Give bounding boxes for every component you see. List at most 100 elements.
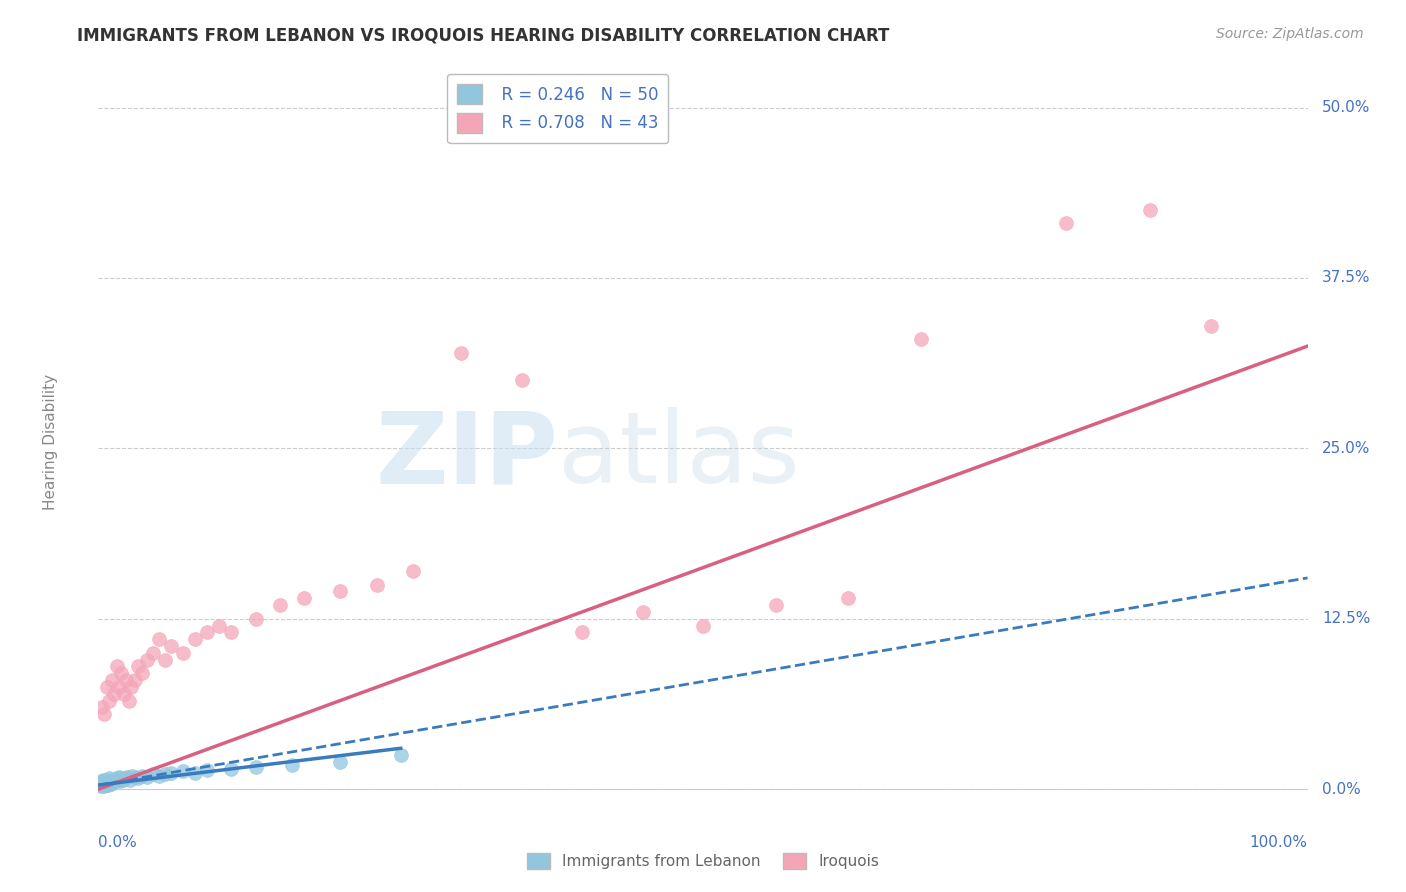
Text: 12.5%: 12.5%	[1322, 611, 1371, 626]
Point	[153, 767, 176, 781]
Point	[100, 774, 122, 789]
Point	[195, 625, 218, 640]
Point	[108, 770, 131, 784]
Point	[131, 768, 153, 782]
Point	[389, 748, 412, 763]
Point	[93, 780, 115, 794]
Point	[127, 771, 149, 785]
Point	[108, 774, 131, 789]
Point	[910, 332, 932, 346]
Point	[91, 777, 114, 791]
Point	[96, 772, 118, 787]
Text: 0.0%: 0.0%	[98, 835, 138, 850]
Point	[100, 772, 122, 787]
Point	[100, 673, 122, 687]
Text: Source: ZipAtlas.com: Source: ZipAtlas.com	[1216, 27, 1364, 41]
Text: 37.5%: 37.5%	[1322, 270, 1371, 285]
Point	[221, 762, 243, 776]
Text: IMMIGRANTS FROM LEBANON VS IROQUOIS HEARING DISABILITY CORRELATION CHART: IMMIGRANTS FROM LEBANON VS IROQUOIS HEAR…	[77, 27, 890, 45]
Point	[329, 755, 352, 769]
Point	[98, 771, 121, 785]
Point	[110, 666, 132, 681]
Point	[107, 772, 129, 787]
Point	[91, 774, 114, 789]
Point	[103, 772, 125, 787]
Point	[91, 778, 114, 792]
Point	[148, 632, 170, 647]
Point	[93, 707, 115, 722]
Point	[195, 763, 218, 777]
Point	[118, 693, 141, 707]
Text: 25.0%: 25.0%	[1322, 441, 1371, 456]
Point	[97, 778, 120, 792]
Point	[269, 598, 291, 612]
Point	[245, 760, 267, 774]
Legend: Immigrants from Lebanon, Iroquois: Immigrants from Lebanon, Iroquois	[520, 847, 886, 875]
Point	[148, 768, 170, 782]
Point	[184, 765, 207, 780]
Point	[329, 584, 352, 599]
Point	[208, 618, 231, 632]
Point	[402, 564, 425, 578]
Text: 100.0%: 100.0%	[1250, 835, 1308, 850]
Point	[765, 598, 787, 612]
Point	[153, 653, 176, 667]
Point	[1139, 202, 1161, 217]
Point	[90, 780, 112, 794]
Point	[117, 770, 139, 784]
Point	[97, 774, 120, 789]
Point	[1199, 318, 1222, 333]
Point	[101, 775, 124, 789]
Legend:   R = 0.246   N = 50,   R = 0.708   N = 43: R = 0.246 N = 50, R = 0.708 N = 43	[447, 74, 668, 143]
Point	[172, 646, 194, 660]
Point	[111, 772, 134, 787]
Point	[98, 775, 121, 789]
Text: 0.0%: 0.0%	[1322, 781, 1361, 797]
Point	[172, 764, 194, 779]
Point	[89, 778, 111, 792]
Point	[221, 625, 243, 640]
Point	[131, 666, 153, 681]
Point	[96, 680, 118, 694]
Point	[105, 659, 128, 673]
Point	[245, 612, 267, 626]
Point	[510, 373, 533, 387]
Point	[292, 591, 315, 606]
Text: ZIP: ZIP	[375, 408, 558, 505]
Point	[110, 771, 132, 785]
Point	[121, 768, 143, 782]
Point	[160, 765, 183, 780]
Point	[160, 639, 183, 653]
Text: atlas: atlas	[558, 408, 800, 505]
Point	[115, 673, 138, 687]
Point	[837, 591, 859, 606]
Point	[94, 778, 117, 792]
Point	[91, 700, 114, 714]
Point	[96, 777, 118, 791]
Point	[692, 618, 714, 632]
Point	[98, 693, 121, 707]
Point	[281, 757, 304, 772]
Point	[100, 777, 122, 791]
Point	[94, 775, 117, 789]
Point	[105, 771, 128, 785]
Point	[93, 774, 115, 789]
Point	[127, 659, 149, 673]
Point	[142, 646, 165, 660]
Point	[135, 653, 157, 667]
Point	[571, 625, 593, 640]
Point	[135, 770, 157, 784]
Point	[142, 767, 165, 781]
Point	[124, 673, 146, 687]
Point	[91, 772, 114, 787]
Point	[108, 680, 131, 694]
Text: Hearing Disability: Hearing Disability	[42, 374, 58, 509]
Point	[120, 680, 142, 694]
Point	[1054, 216, 1077, 230]
Point	[104, 774, 127, 789]
Point	[366, 577, 388, 591]
Point	[112, 687, 135, 701]
Point	[184, 632, 207, 647]
Point	[118, 772, 141, 787]
Point	[90, 775, 112, 789]
